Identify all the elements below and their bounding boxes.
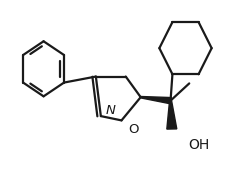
Polygon shape	[167, 101, 177, 129]
Polygon shape	[140, 96, 171, 104]
Text: O: O	[128, 123, 138, 136]
Text: OH: OH	[188, 138, 209, 152]
Text: N: N	[106, 104, 116, 117]
